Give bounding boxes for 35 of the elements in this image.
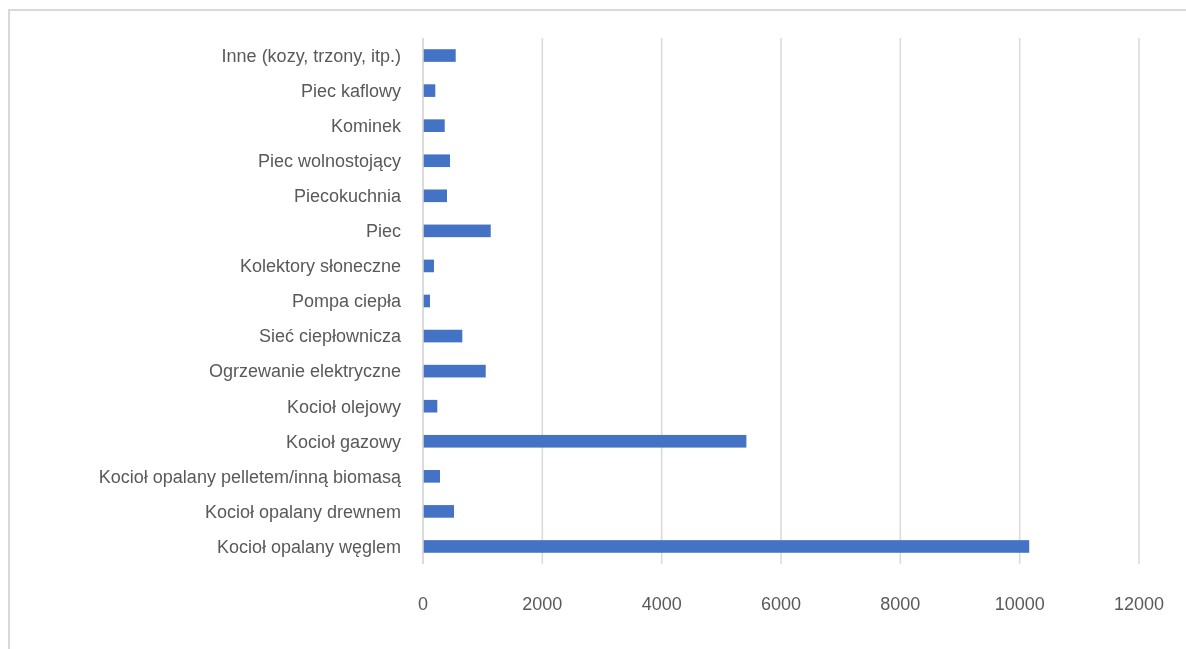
y-tick-label: Kocioł opalany pelletem/inną biomasą — [98, 466, 402, 487]
y-tick-label: Inne (kozy, trzony, itp.) — [221, 45, 401, 66]
bar — [423, 505, 455, 518]
bar — [423, 224, 491, 238]
x-tick-label: 8000 — [880, 594, 921, 614]
y-tick-label: Ogrzewanie elektryczne — [208, 361, 401, 382]
bar — [423, 470, 441, 483]
y-tick-label: Piec wolnostojący — [257, 151, 401, 172]
y-tick-label: Kocioł opalany drewnem — [204, 501, 401, 522]
y-tick-label: Kominek — [330, 115, 402, 136]
bar — [423, 119, 445, 132]
bar — [423, 49, 456, 62]
y-tick-label: Kocioł olejowy — [286, 396, 401, 417]
bar — [423, 189, 447, 203]
bar — [423, 364, 486, 378]
x-tick-label: 12000 — [1113, 594, 1165, 614]
bar — [423, 540, 1030, 553]
x-tick-label: 6000 — [760, 594, 802, 614]
y-tick-label: Kocioł gazowy — [285, 431, 401, 452]
x-tick-label: 10000 — [994, 594, 1045, 614]
bar — [423, 329, 463, 343]
bar — [423, 399, 438, 413]
y-tick-label: Kocioł opalany węglem — [216, 536, 401, 557]
y-tick-label: Sieć ciepłownicza — [258, 326, 402, 347]
bar — [423, 434, 747, 448]
bar — [423, 84, 436, 97]
y-tick-label: Pompa ciepła — [291, 291, 402, 312]
y-tick-label: Piec — [365, 221, 401, 242]
x-tick-label: 2000 — [522, 594, 563, 614]
y-tick-label: Piecokuchnia — [293, 186, 402, 207]
y-tick-label: Kolektory słoneczne — [239, 256, 401, 277]
y-tick-label: Piec kaflowy — [300, 80, 401, 101]
x-tick-label: 0 — [417, 594, 429, 614]
bar — [423, 154, 451, 168]
x-tick-label: 4000 — [641, 594, 682, 614]
